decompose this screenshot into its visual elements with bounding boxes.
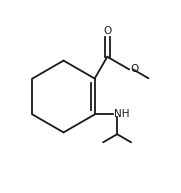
Text: O: O	[131, 64, 139, 74]
Text: O: O	[103, 26, 111, 36]
Text: NH: NH	[113, 109, 129, 119]
